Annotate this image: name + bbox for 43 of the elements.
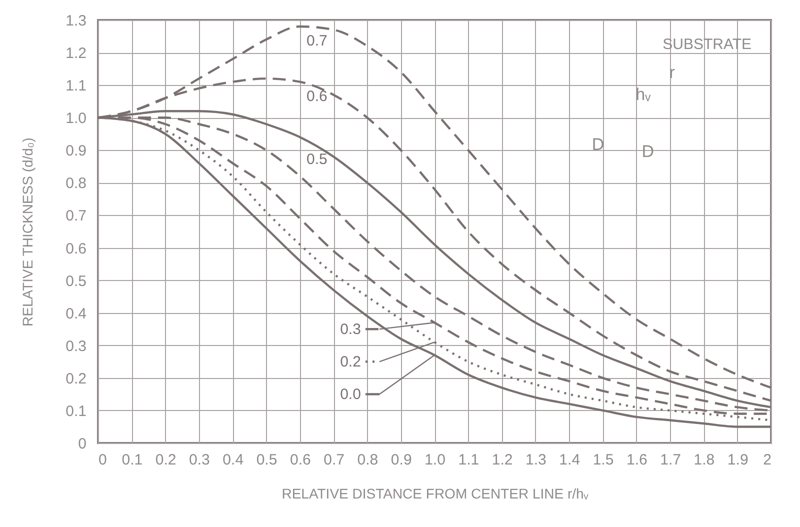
y-tick-label: 0.9 [66, 142, 86, 160]
x-tick-label: 1.8 [694, 452, 715, 468]
x-tick-label: 2 [763, 452, 772, 468]
y-tick-label: 1.0 [66, 110, 86, 128]
x-tick-label: 0.9 [390, 452, 412, 468]
x-tick-label: 0.8 [357, 452, 378, 468]
x-tick-label: 1.3 [526, 452, 546, 468]
x-tick-label: 1.9 [727, 452, 748, 468]
y-tick-label: 0.4 [66, 305, 86, 322]
y-tick-label: 0.6 [66, 240, 86, 258]
x-tick-label: 1.2 [492, 452, 513, 468]
x-axis-title: RELATIVE DISTANCE FROM CENTER LINE r/hᵥ [282, 486, 589, 502]
x-tick-label: 0.6 [290, 452, 311, 468]
x-tick-label: 1.0 [424, 452, 446, 468]
x-tick-label: 1.5 [592, 452, 614, 468]
y-tick-label: 0.7 [66, 208, 86, 225]
series-label: 0.5 [306, 151, 328, 168]
x-tick-label: 0.4 [222, 452, 244, 468]
x-tick-label: 0.5 [256, 452, 278, 468]
x-tick-label: 1.4 [559, 452, 580, 468]
y-tick-label: 1.1 [66, 78, 86, 95]
x-tick-label: 1.1 [458, 452, 480, 468]
legend-label: 0.3 [340, 321, 361, 338]
x-tick-label: 0.1 [122, 452, 143, 468]
y-tick-label: 0.2 [66, 370, 86, 388]
legend-label: 0.0 [340, 386, 361, 404]
legend-label: 0.2 [340, 354, 361, 371]
y-tick-label: 0 [78, 436, 86, 452]
x-tick-label: 0.2 [155, 452, 176, 468]
series-label: 0.6 [306, 88, 328, 105]
y-tick-label: 0.8 [66, 175, 86, 192]
y-tick-label: 1.2 [66, 45, 86, 62]
x-tick-label: 1.7 [660, 452, 681, 468]
y-tick-label: 1.3 [66, 12, 86, 30]
x-tick-label: 0 [98, 452, 107, 468]
y-axis-title: RELATIVE THICKNESS (d/d₀) [20, 138, 36, 326]
x-tick-label: 1.6 [626, 452, 648, 468]
y-tick-label: 0.1 [66, 402, 86, 420]
y-tick-label: 0.5 [66, 272, 86, 290]
x-tick-label: 0.7 [324, 452, 344, 468]
x-tick-label: 0.3 [189, 452, 210, 468]
series-label: 0.7 [306, 32, 328, 50]
y-tick-label: 0.3 [66, 338, 86, 355]
